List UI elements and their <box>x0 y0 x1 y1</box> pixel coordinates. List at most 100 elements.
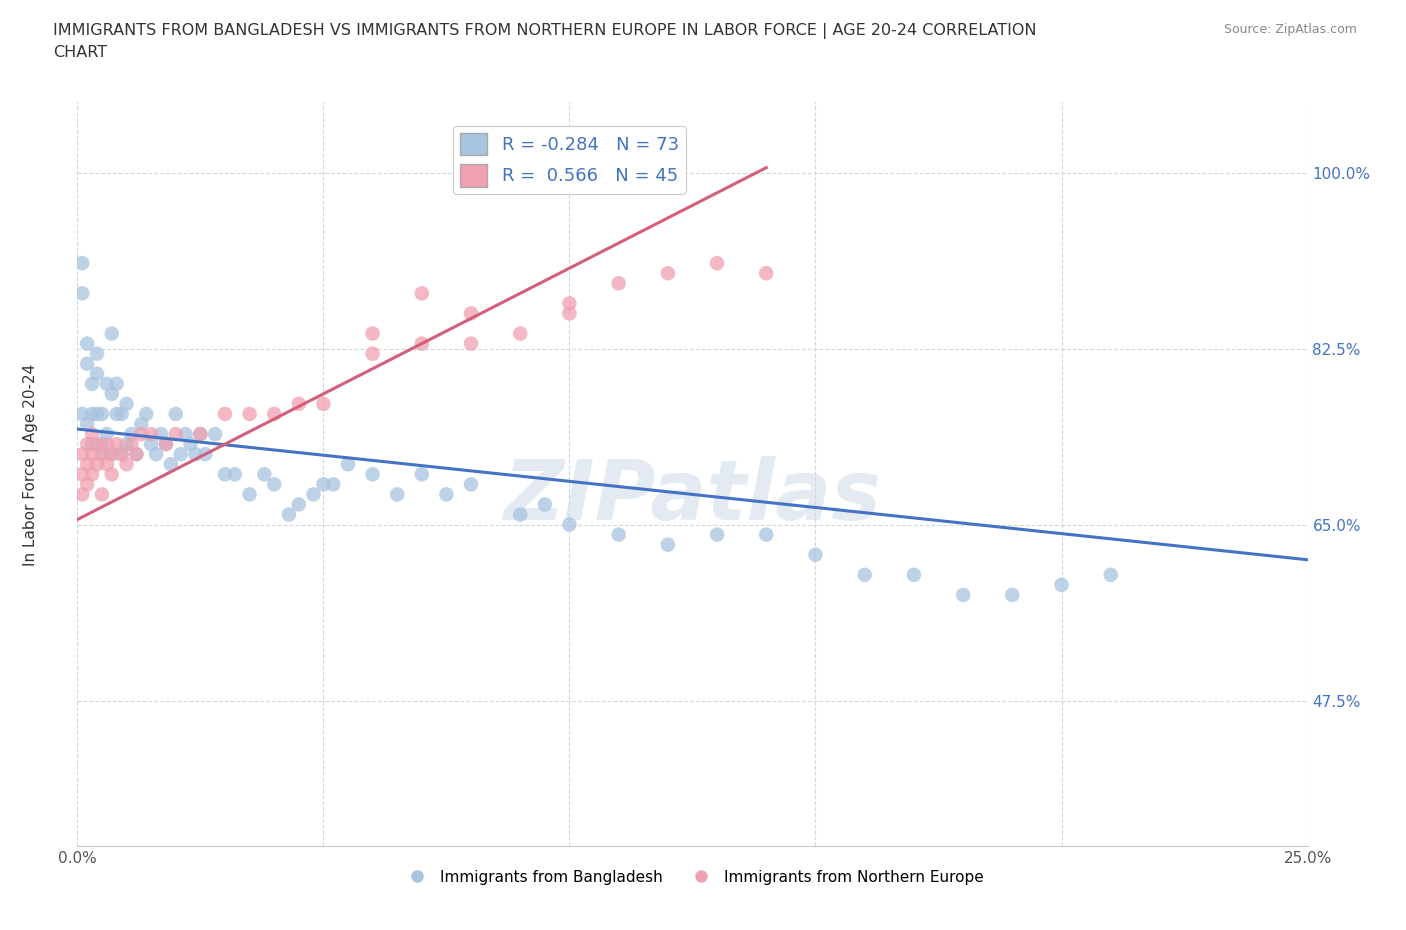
Point <box>101 446 124 461</box>
Point <box>460 336 482 351</box>
Point <box>180 437 202 452</box>
Point <box>82 467 104 482</box>
Point <box>115 396 138 411</box>
Point <box>706 527 728 542</box>
Point <box>82 406 104 421</box>
Point <box>70 487 93 502</box>
Point <box>70 286 93 300</box>
Point <box>76 477 98 492</box>
Point <box>155 437 177 452</box>
Point <box>804 547 827 562</box>
Point <box>411 467 433 482</box>
Point <box>105 437 128 452</box>
Point <box>288 497 311 512</box>
Point <box>657 266 679 281</box>
Point <box>121 427 143 442</box>
Point <box>385 487 409 502</box>
Point <box>411 286 433 300</box>
Point <box>239 487 262 502</box>
Point <box>86 366 108 381</box>
Point <box>150 427 173 442</box>
Point <box>129 417 153 432</box>
Text: Source: ZipAtlas.com: Source: ZipAtlas.com <box>1223 23 1357 36</box>
Point <box>101 326 124 341</box>
Point <box>509 326 531 341</box>
Point <box>70 256 93 271</box>
Point <box>105 406 128 421</box>
Text: ZIPatlas: ZIPatlas <box>503 456 882 538</box>
Point <box>155 437 177 452</box>
Point <box>1099 567 1122 582</box>
Point <box>70 467 93 482</box>
Point <box>90 446 114 461</box>
Point <box>204 427 226 442</box>
Point <box>361 346 384 361</box>
Point <box>322 477 344 492</box>
Point <box>90 437 114 452</box>
Point <box>125 446 148 461</box>
Point <box>263 406 285 421</box>
Point <box>76 356 98 371</box>
Point <box>86 437 108 452</box>
Point <box>411 336 433 351</box>
Point <box>607 527 630 542</box>
Point <box>145 446 167 461</box>
Point <box>460 306 482 321</box>
Point <box>96 427 118 442</box>
Point <box>278 507 301 522</box>
Point <box>160 457 183 472</box>
Point <box>82 446 104 461</box>
Point <box>755 266 778 281</box>
Point <box>165 427 187 442</box>
Point <box>188 427 212 442</box>
Point <box>706 256 728 271</box>
Point <box>115 437 138 452</box>
Point <box>90 406 114 421</box>
Point <box>1050 578 1073 592</box>
Point <box>361 326 384 341</box>
Point <box>534 497 557 512</box>
Point <box>70 446 93 461</box>
Point <box>90 446 114 461</box>
Point <box>82 427 104 442</box>
Point <box>460 477 482 492</box>
Point <box>115 457 138 472</box>
Point <box>76 336 98 351</box>
Point <box>558 306 581 321</box>
Point <box>90 487 114 502</box>
Point <box>111 446 132 461</box>
Point <box>607 276 630 291</box>
Point <box>111 406 132 421</box>
Point <box>165 406 187 421</box>
Point <box>101 467 124 482</box>
Point <box>86 457 108 472</box>
Text: In Labor Force | Age 20-24: In Labor Force | Age 20-24 <box>22 364 39 566</box>
Point <box>253 467 276 482</box>
Point <box>903 567 925 582</box>
Point <box>302 487 325 502</box>
Text: IMMIGRANTS FROM BANGLADESH VS IMMIGRANTS FROM NORTHERN EUROPE IN LABOR FORCE | A: IMMIGRANTS FROM BANGLADESH VS IMMIGRANTS… <box>53 23 1038 60</box>
Point <box>121 437 143 452</box>
Point <box>125 446 148 461</box>
Point <box>76 457 98 472</box>
Point <box>82 377 104 392</box>
Point <box>337 457 360 472</box>
Point <box>239 406 262 421</box>
Point <box>101 387 124 402</box>
Point <box>86 346 108 361</box>
Point <box>76 417 98 432</box>
Point <box>288 396 311 411</box>
Point <box>509 507 531 522</box>
Point <box>170 446 193 461</box>
Point <box>214 467 236 482</box>
Point <box>188 427 212 442</box>
Point <box>86 406 108 421</box>
Point <box>436 487 458 502</box>
Point <box>96 437 118 452</box>
Point <box>1001 588 1024 603</box>
Point <box>174 427 197 442</box>
Point <box>129 427 153 442</box>
Point <box>214 406 236 421</box>
Point <box>96 377 118 392</box>
Point <box>141 437 163 452</box>
